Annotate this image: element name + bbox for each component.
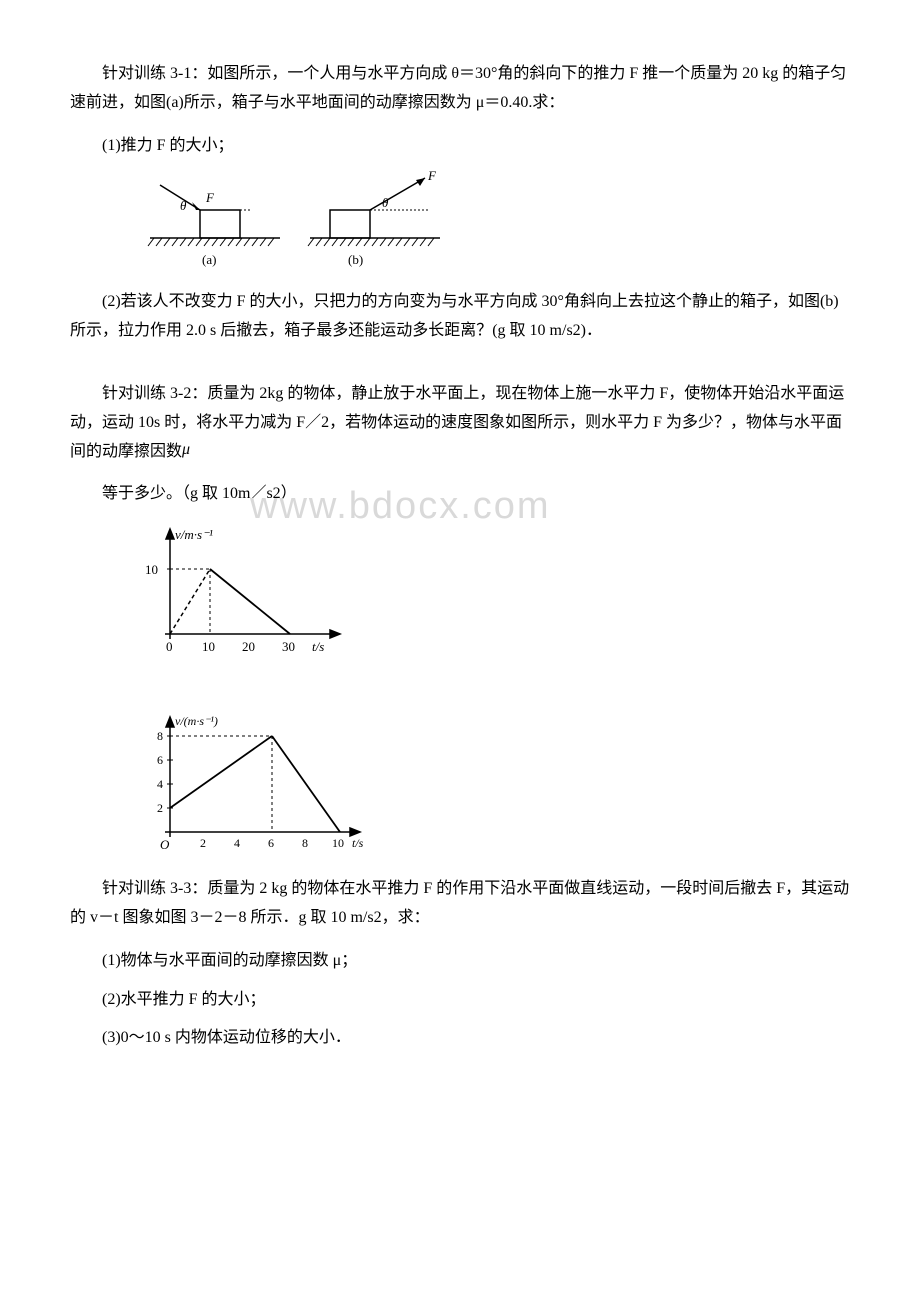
problem-3-1-q1: (1)推力 F 的大小； [70, 132, 850, 161]
problem-3-3-q3: (3)0～10 s 内物体运动位移的大小． [70, 1024, 850, 1053]
svg-text:4: 4 [234, 836, 240, 850]
svg-text:8: 8 [157, 729, 163, 743]
problem-3-1-q2: (2)若该人不改变力 F 的大小，只把力的方向变为与水平方向成 30°角斜向上去… [70, 288, 850, 346]
theta-label-a: θ [180, 198, 187, 213]
svg-text:v/m·s⁻¹: v/m·s⁻¹ [175, 527, 213, 542]
problem-3-3-q1: (1)物体与水平面间的动摩擦因数 μ； [70, 947, 850, 976]
chart-3-2: 10 0 10 20 30 v/m·s⁻¹ t/s [140, 519, 850, 659]
svg-text:8: 8 [302, 836, 308, 850]
force-label-a: F [205, 190, 215, 205]
force-label-b: F [427, 170, 437, 183]
svg-text:2: 2 [200, 836, 206, 850]
chart-3-3: 2 4 6 8 2 4 6 8 10 O v/(m·s⁻¹) t/s [140, 707, 850, 857]
svg-text:30: 30 [282, 639, 295, 654]
svg-text:2: 2 [157, 801, 163, 815]
problem-3-2-lead: 针对训练 3-2：质量为 2kg 的物体，静止放于水平面上，现在物体上施一水平力… [70, 380, 850, 466]
figure-3-1-b: θ F (b) [308, 170, 440, 267]
figure-3-1: θ F (a) θ F (b) [140, 170, 850, 270]
problem-3-3-lead: 针对训练 3-3：质量为 2 kg 的物体在水平推力 F 的作用下沿水平面做直线… [70, 875, 850, 933]
caption-b: (b) [348, 252, 363, 267]
svg-text:O: O [160, 837, 170, 852]
svg-text:t/s: t/s [352, 836, 364, 850]
svg-text:t/s: t/s [312, 639, 324, 654]
svg-text:4: 4 [157, 777, 163, 791]
svg-text:6: 6 [268, 836, 274, 850]
mu-symbol: μ [182, 441, 190, 458]
problem-3-2-tail: 等于多少。（g 取 10m／s2） [70, 480, 850, 509]
svg-text:v/(m·s⁻¹): v/(m·s⁻¹) [175, 714, 218, 728]
problem-3-3-q2: (2)水平推力 F 的大小； [70, 986, 850, 1015]
svg-text:0: 0 [166, 639, 173, 654]
svg-text:6: 6 [157, 753, 163, 767]
caption-a: (a) [202, 252, 216, 267]
problem-3-1-lead: 针对训练 3-1：如图所示，一个人用与水平方向成 θ＝30°角的斜向下的推力 F… [70, 60, 850, 118]
theta-label-b: θ [382, 195, 389, 210]
svg-text:10: 10 [145, 562, 158, 577]
svg-text:10: 10 [332, 836, 344, 850]
svg-text:20: 20 [242, 639, 255, 654]
svg-text:10: 10 [202, 639, 215, 654]
figure-3-1-a: θ F (a) [148, 185, 280, 267]
